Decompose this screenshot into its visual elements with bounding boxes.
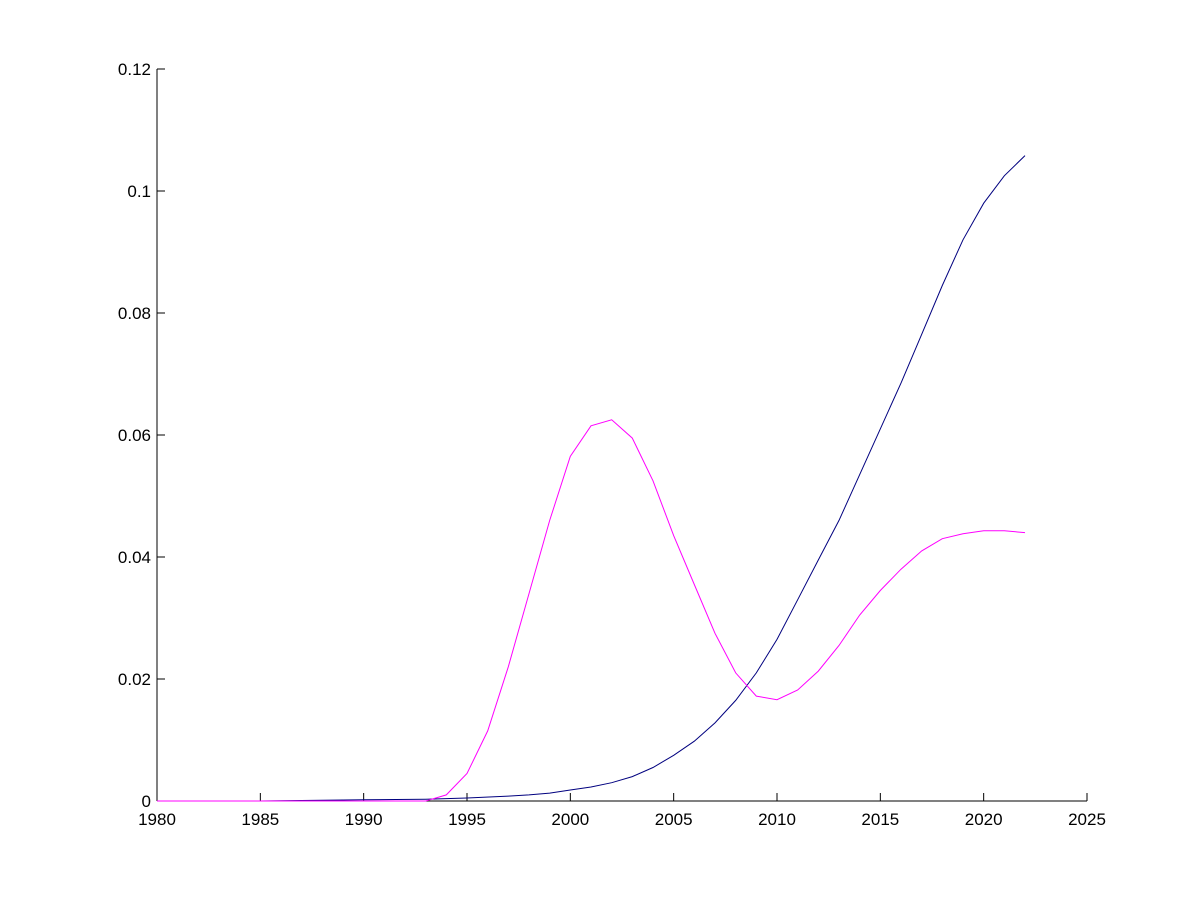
x-tick-label: 1990	[345, 810, 383, 829]
x-tick-label: 2005	[655, 810, 693, 829]
y-tick-label: 0.08	[118, 304, 151, 323]
x-tick-label: 1980	[138, 810, 176, 829]
x-tick-label: 2015	[861, 810, 899, 829]
x-tick-label: 2010	[758, 810, 796, 829]
series-line-1	[157, 155, 1026, 802]
y-tick-label: 0	[142, 792, 151, 811]
x-tick-label: 1985	[241, 810, 279, 829]
y-tick-label: 0.06	[118, 426, 151, 445]
y-tick-label: 0.04	[118, 548, 151, 567]
x-tick-label: 1995	[448, 810, 486, 829]
axes	[156, 68, 1088, 802]
y-tick-label: 0.12	[118, 60, 151, 79]
series-layer	[157, 155, 1026, 802]
x-tick-label: 2025	[1068, 810, 1106, 829]
y-tick-label: 0.1	[127, 182, 151, 201]
x-tick-label: 2020	[965, 810, 1003, 829]
y-tick-label: 0.02	[118, 670, 151, 689]
series-line-2	[157, 419, 1026, 802]
tick-labels: 1980 1985 1990 1995 2000 2005 2010 2015 2020 2025…	[118, 60, 1106, 829]
x-tick-label: 2000	[551, 810, 589, 829]
